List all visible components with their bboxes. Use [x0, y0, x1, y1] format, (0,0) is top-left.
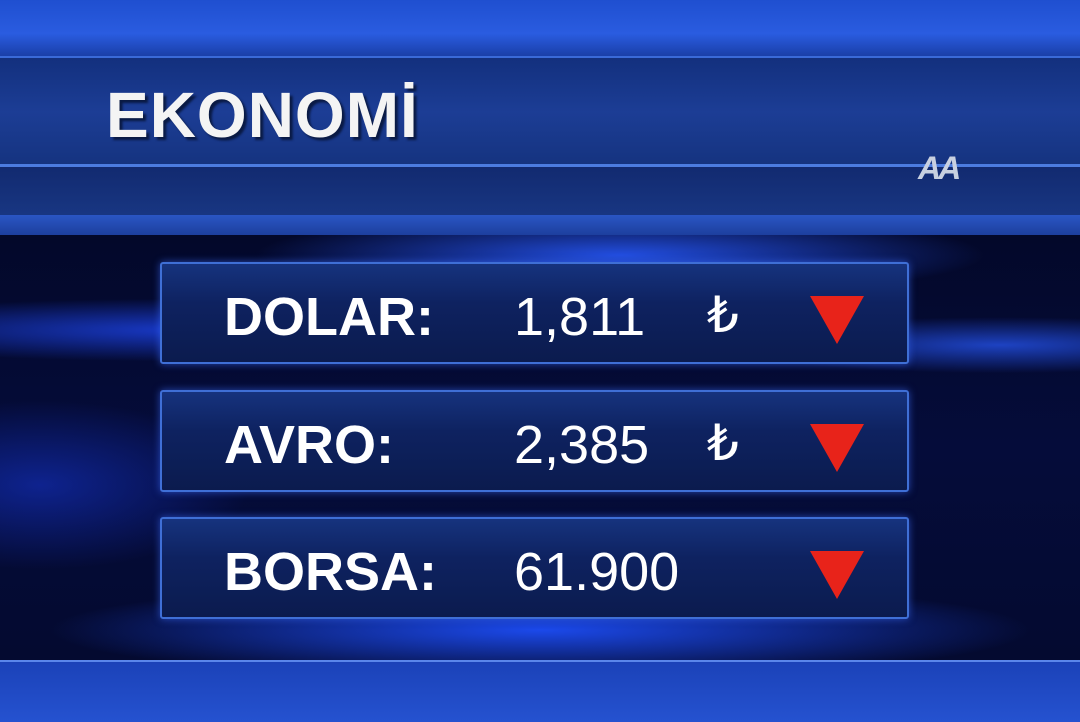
- down-triangle-icon: [810, 551, 864, 599]
- sub-band: [0, 167, 1080, 215]
- rate-row-avro: AVRO: 2,385 ₺: [160, 390, 909, 492]
- rate-label: AVRO:: [224, 415, 394, 475]
- rate-label: BORSA:: [224, 542, 437, 602]
- rate-value: 1,811: [514, 287, 646, 347]
- rate-value: 61.900: [514, 542, 680, 602]
- down-triangle-icon: [810, 424, 864, 472]
- page-title: EKONOMİ: [106, 79, 419, 151]
- currency-symbol: ₺: [707, 287, 739, 343]
- currency-symbol: ₺: [707, 415, 739, 471]
- top-band: [0, 0, 1080, 56]
- rate-row-dolar: DOLAR: 1,811 ₺: [160, 262, 909, 364]
- rate-value: 2,385: [514, 415, 650, 475]
- divider: [0, 215, 1080, 235]
- divider: [0, 164, 1080, 167]
- bottom-band: [0, 660, 1080, 722]
- down-triangle-icon: [810, 296, 864, 344]
- aa-logo: AA: [918, 150, 961, 186]
- title-bar: [0, 56, 1080, 166]
- rate-row-borsa: BORSA: 61.900: [160, 517, 909, 619]
- rate-label: DOLAR:: [224, 287, 434, 347]
